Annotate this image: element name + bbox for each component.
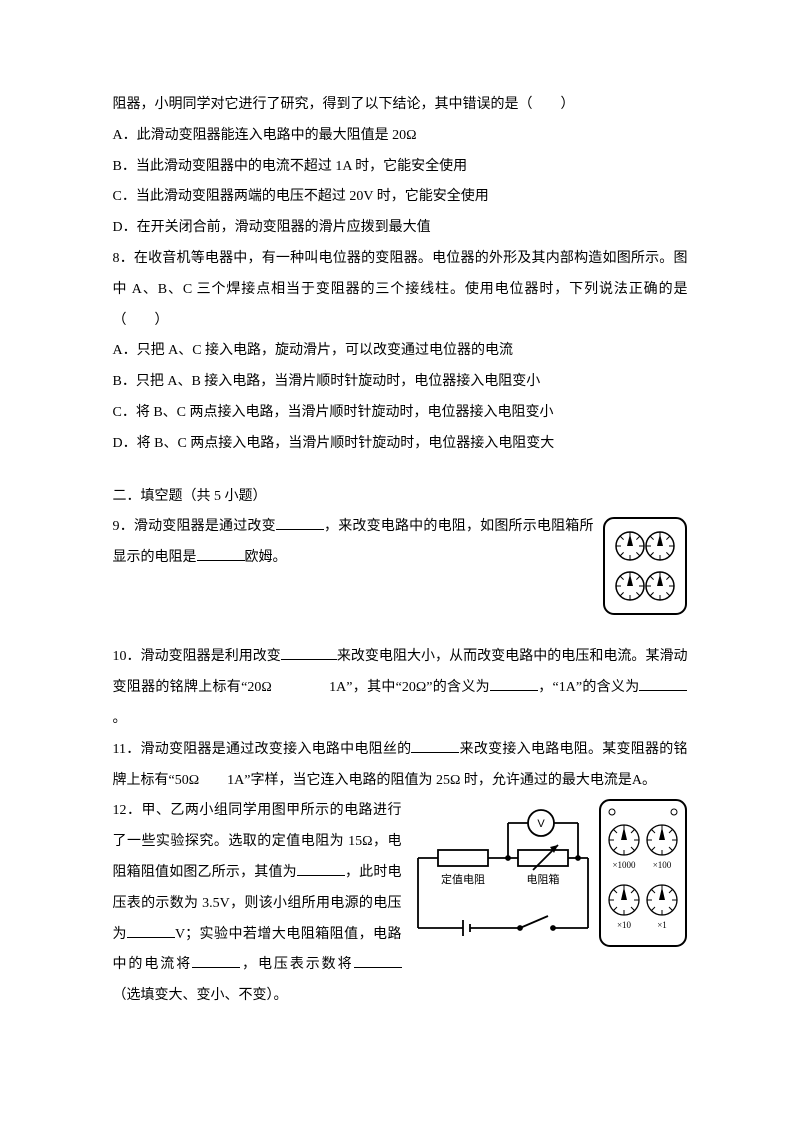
q10-text: 10．滑动变阻器是利用改变来改变电阻大小，从而改变电路中的电压和电流。某滑动变阻… <box>113 642 688 734</box>
q11-post: A。 <box>632 773 656 788</box>
blank <box>197 546 245 561</box>
blank <box>192 953 240 968</box>
svg-text:×100: ×100 <box>652 860 671 870</box>
q10-mid2: ，“1A”的含义为 <box>538 680 640 695</box>
q10-post: 。 <box>113 711 127 726</box>
svg-text:×10: ×10 <box>616 920 631 930</box>
blank <box>276 515 324 530</box>
blank <box>297 861 345 876</box>
q11-pre: 11．滑动变阻器是通过改变接入电路中电阻丝的 <box>113 742 412 757</box>
q11-text: 11．滑动变阻器是通过改变接入电路中电阻丝的来改变接入电路电阻。某变阻器的铭牌上… <box>113 735 688 797</box>
svg-text:电阻箱: 电阻箱 <box>526 872 559 886</box>
blank <box>127 923 175 938</box>
q8-stem: 8．在收音机等电器中，有一种叫电位器的变阻器。电位器的外形及其内部构造如图所示。… <box>113 244 688 336</box>
svg-text:定值电阻: 定值电阻 <box>441 872 485 886</box>
section2-heading: 二．填空题（共 5 小题） <box>113 482 688 513</box>
circuit-diagram-icon: V 定值电阻 电阻箱 <box>408 798 688 948</box>
q7-opt-a: A．此滑动变阻器能连入电路中的最大阻值是 20Ω <box>113 121 688 152</box>
q7-stem: 阻器，小明同学对它进行了研究，得到了以下结论，其中错误的是（ ） <box>113 90 688 121</box>
q8-opt-b: B．只把 A、B 接入电路，当滑片顺时针旋动时，电位器接入电阻变小 <box>113 367 688 398</box>
q9-pre: 9．滑动变阻器是通过改变 <box>113 519 276 534</box>
q8-opt-d: D．将 B、C 两点接入电路，当滑片顺时针旋动时，电位器接入电阻变大 <box>113 429 688 460</box>
blank <box>490 676 538 691</box>
q8-opt-a: A．只把 A、C 接入电路，旋动滑片，可以改变通过电位器的电流 <box>113 336 688 367</box>
q9-block: 9．滑动变阻器是通过改变，来改变电路中的电阻，如图所示电阻箱所显示的电阻是欧姆。 <box>113 512 688 620</box>
q7-opt-c: C．当此滑动变阻器两端的电压不超过 20V 时，它能安全使用 <box>113 182 688 213</box>
blank <box>281 645 337 660</box>
blank <box>639 676 687 691</box>
blank <box>354 953 402 968</box>
q9-post: 欧姆。 <box>245 550 287 565</box>
svg-text:V: V <box>537 818 545 830</box>
svg-text:×1000: ×1000 <box>612 860 636 870</box>
q10-pre: 10．滑动变阻器是利用改变 <box>113 649 281 664</box>
q12-mid3: ，电压表示数将 <box>240 957 353 972</box>
q8-opt-c: C．将 B、C 两点接入电路，当滑片顺时针旋动时，电位器接入电阻变小 <box>113 398 688 429</box>
svg-text:×1: ×1 <box>657 920 667 930</box>
blank <box>411 738 459 753</box>
q7-opt-b: B．当此滑动变阻器中的电流不超过 1A 时，它能安全使用 <box>113 152 688 183</box>
resistance-box-icon <box>602 516 688 616</box>
q7-opt-d: D．在开关闭合前，滑动变阻器的滑片应拨到最大值 <box>113 213 688 244</box>
q12-block: V 定值电阻 电阻箱 <box>113 796 688 1012</box>
q12-post: （选填变大、变小、不变）。 <box>113 988 288 1003</box>
